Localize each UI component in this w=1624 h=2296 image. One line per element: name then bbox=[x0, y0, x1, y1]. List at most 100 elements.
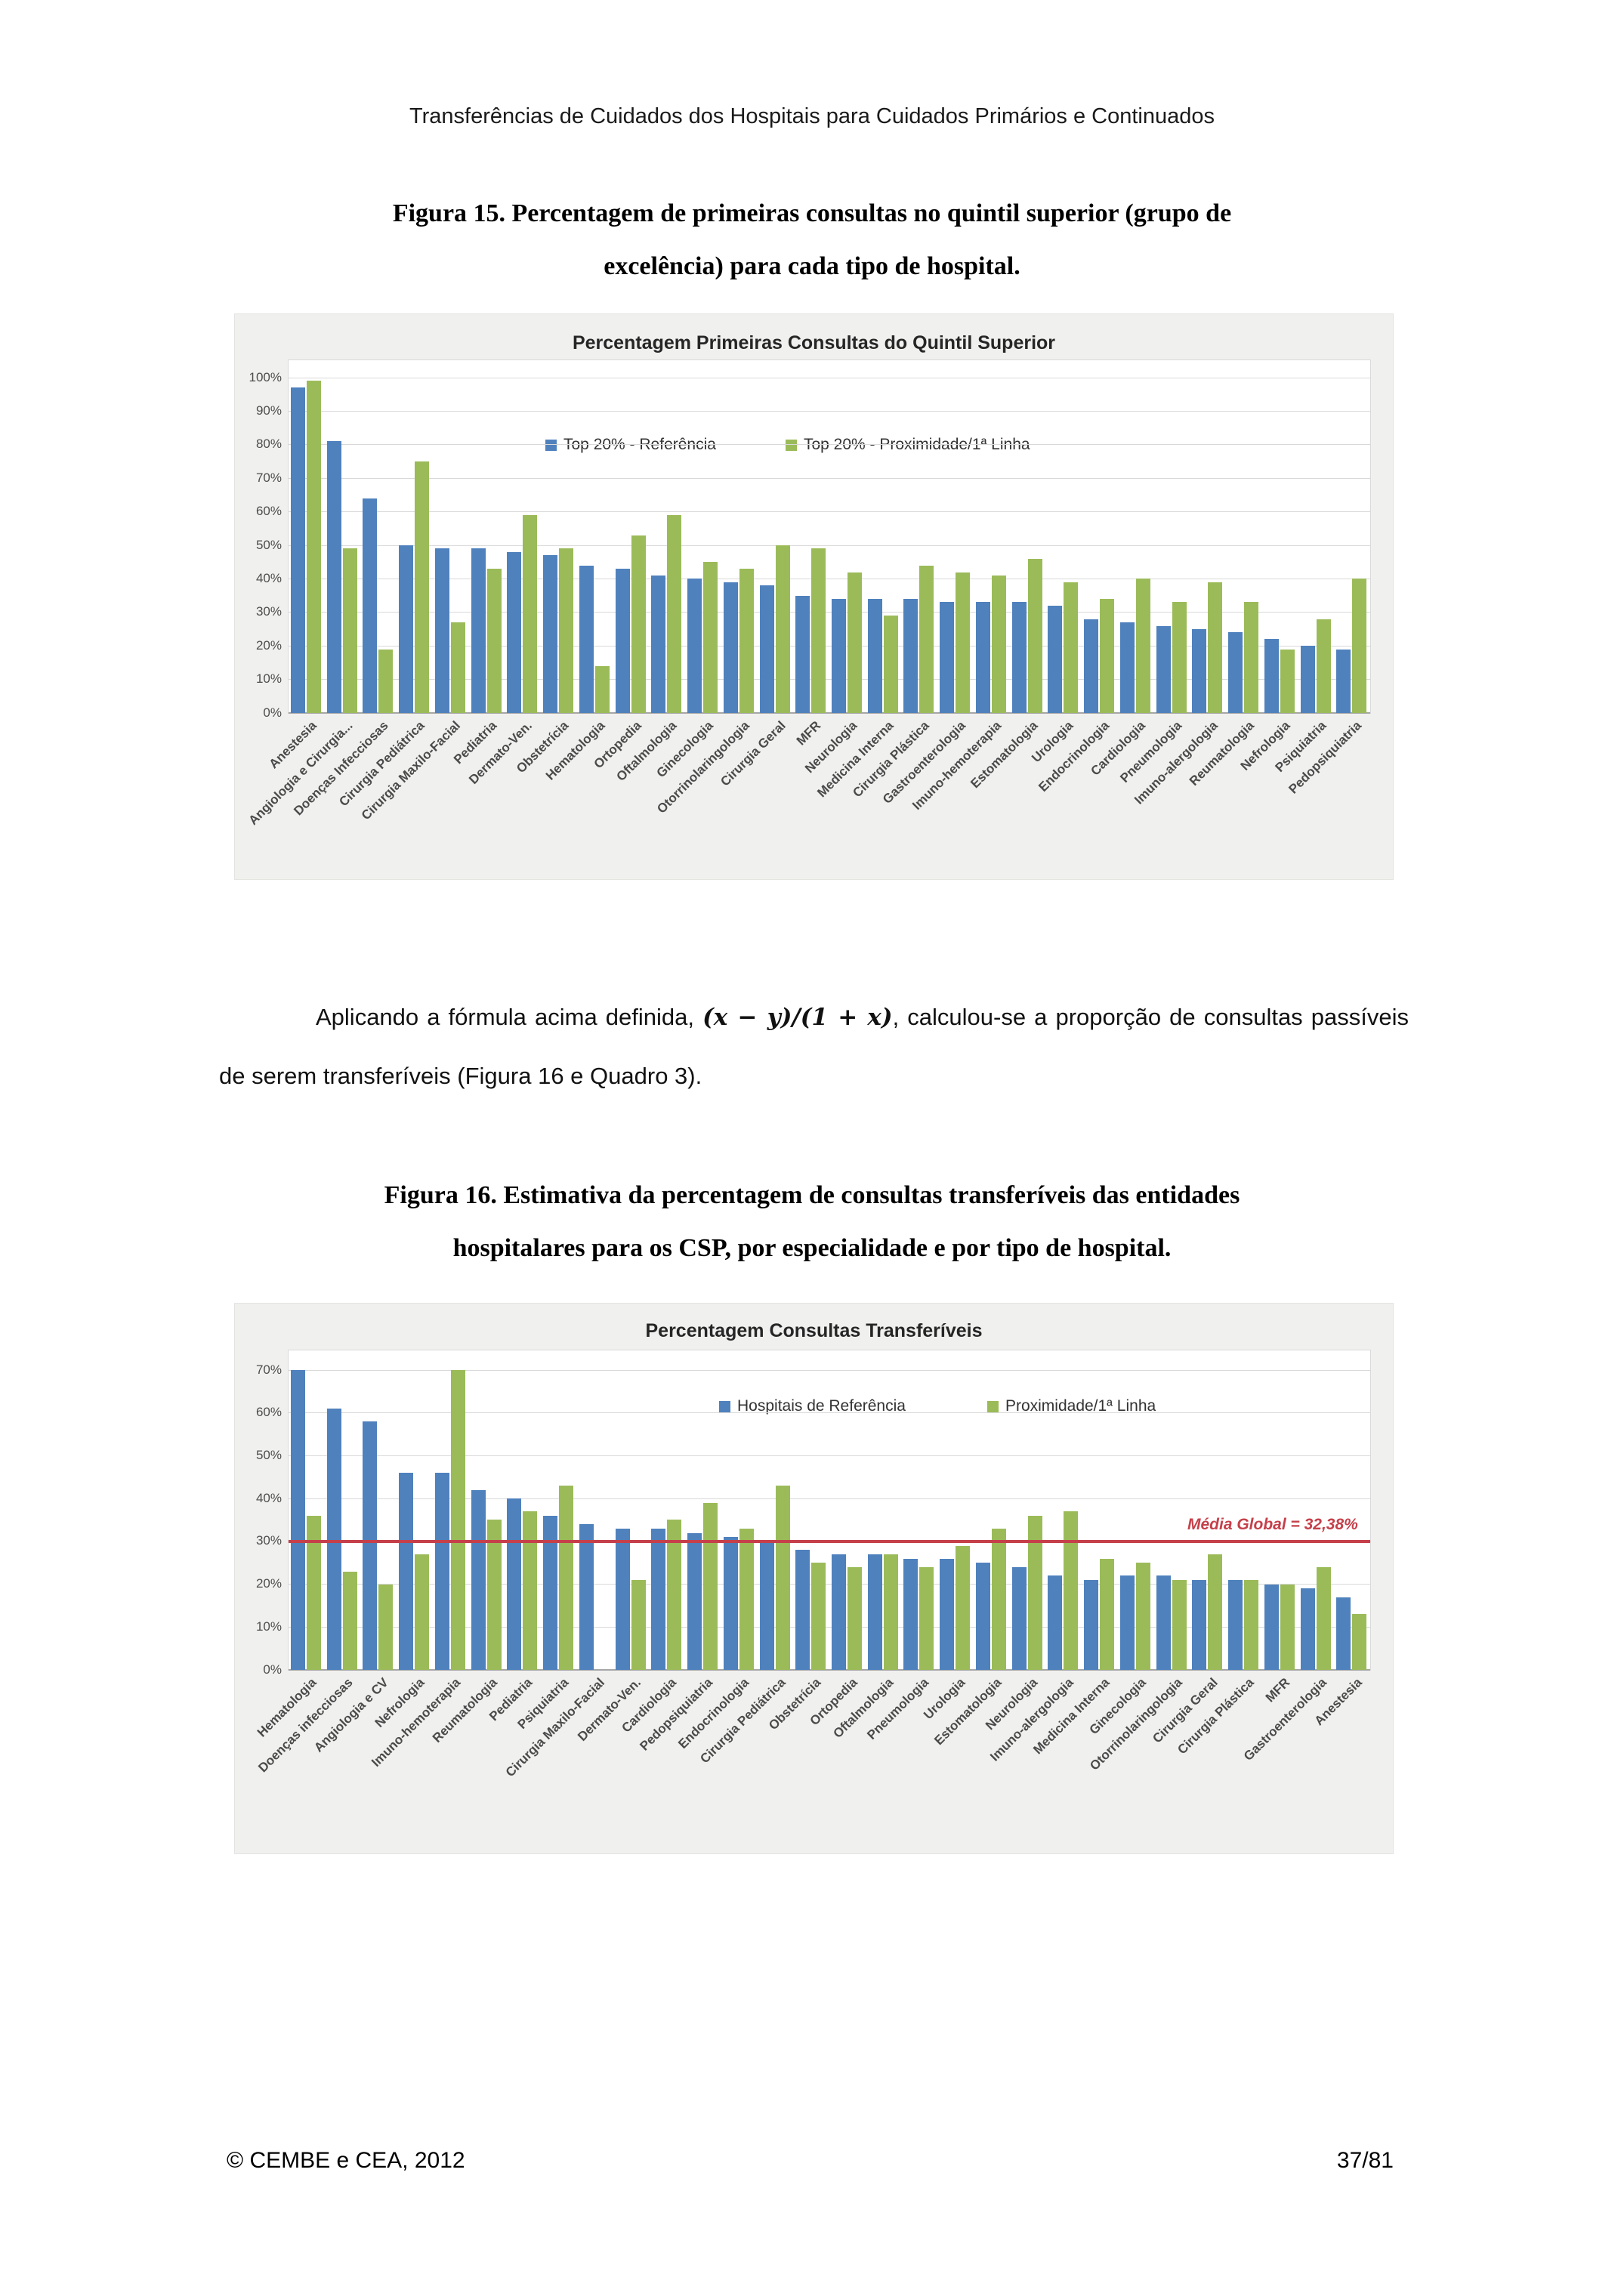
paragraph-text-before: Aplicando a fórmula acima definida, bbox=[316, 1004, 703, 1030]
y-axis-label: 0% bbox=[263, 1662, 282, 1677]
chart1-plot-area: Top 20% - Referência Top 20% - Proximida… bbox=[245, 360, 1371, 828]
bar-referencia bbox=[1228, 1580, 1243, 1670]
bar-referencia bbox=[1084, 1580, 1098, 1670]
bar-proximidade bbox=[848, 1567, 862, 1670]
bar-referencia bbox=[471, 1490, 486, 1670]
bar-proximidade bbox=[776, 1486, 790, 1670]
bar-referencia bbox=[1228, 632, 1243, 713]
bar-referencia bbox=[1264, 1585, 1279, 1670]
chart1-legend: Top 20% - Referência Top 20% - Proximida… bbox=[545, 436, 1030, 454]
bar-proximidade bbox=[1172, 602, 1187, 713]
bar-proximidade bbox=[776, 545, 790, 713]
bar-proximidade bbox=[523, 515, 537, 713]
bar-referencia bbox=[1336, 650, 1351, 713]
bar-proximidade bbox=[1244, 1580, 1258, 1670]
bar-proximidade bbox=[1280, 650, 1295, 713]
bar-referencia bbox=[1048, 606, 1062, 713]
formula: (x − y)/(1 + x) bbox=[702, 1004, 893, 1031]
bar-referencia bbox=[1336, 1597, 1351, 1670]
footer-page-number: 37/81 bbox=[1336, 2148, 1394, 2173]
y-axis-label: 90% bbox=[255, 403, 282, 418]
bar-referencia bbox=[1120, 622, 1135, 713]
y-axis-label: 50% bbox=[255, 1448, 282, 1462]
bar-referencia bbox=[1301, 646, 1315, 713]
bar-referencia bbox=[399, 1473, 413, 1670]
bar-proximidade bbox=[703, 562, 718, 713]
gridline bbox=[289, 612, 1370, 613]
media-global-line bbox=[289, 1540, 1370, 1543]
bar-proximidade bbox=[559, 1486, 573, 1670]
gridline bbox=[289, 646, 1370, 647]
y-axis-label: 70% bbox=[255, 471, 282, 485]
bar-proximidade bbox=[343, 548, 357, 713]
x-axis-line bbox=[289, 712, 1370, 714]
bar-referencia bbox=[687, 579, 702, 713]
chart2-legend-label-referencia: Hospitais de Referência bbox=[737, 1397, 906, 1415]
legend-swatch-green bbox=[785, 439, 797, 451]
bar-proximidade bbox=[1352, 1614, 1366, 1670]
legend-swatch-blue bbox=[719, 1400, 730, 1412]
y-axis-label: 80% bbox=[255, 437, 282, 451]
paragraph-text-after: , calculou-se a proporção de consultas p… bbox=[219, 1004, 1409, 1089]
x-axis-label: Cirurgia Geral bbox=[717, 718, 789, 789]
bar-proximidade bbox=[992, 576, 1006, 713]
bar-referencia bbox=[976, 602, 990, 713]
y-axis-label: 10% bbox=[255, 671, 282, 686]
chart2-plot-area: Hospitais de Referência Proximidade/1ª L… bbox=[255, 1350, 1371, 1779]
bar-referencia bbox=[724, 582, 738, 713]
chart2-legend-entry-referencia: Hospitais de Referência bbox=[719, 1397, 906, 1415]
bar-proximidade bbox=[667, 1520, 681, 1670]
figure16-title: Figura 16. Estimativa da percentagem de … bbox=[219, 1169, 1405, 1275]
bar-referencia bbox=[1264, 639, 1279, 713]
y-axis-label: 40% bbox=[255, 571, 282, 585]
figure15-title: Figura 15. Percentagem de primeiras cons… bbox=[219, 187, 1405, 293]
bar-proximidade bbox=[1317, 1567, 1331, 1670]
bar-referencia bbox=[507, 1498, 521, 1670]
bar-referencia bbox=[507, 552, 521, 713]
gridline bbox=[289, 411, 1370, 412]
chart1-legend-label-referencia: Top 20% - Referência bbox=[563, 436, 716, 453]
bar-proximidade bbox=[1172, 1580, 1187, 1670]
bar-referencia bbox=[651, 1529, 665, 1670]
bar-proximidade bbox=[739, 1529, 754, 1670]
bar-referencia bbox=[616, 569, 630, 713]
bar-proximidade bbox=[595, 666, 610, 713]
y-axis-label: 60% bbox=[255, 504, 282, 518]
bar-proximidade bbox=[1208, 1554, 1222, 1670]
bar-referencia bbox=[868, 1554, 882, 1670]
bar-referencia bbox=[903, 599, 918, 713]
bar-referencia bbox=[832, 1554, 846, 1670]
y-axis-label: 70% bbox=[255, 1362, 282, 1377]
body-paragraph: Aplicando a fórmula acima definida, (x −… bbox=[219, 988, 1409, 1105]
bar-proximidade bbox=[631, 535, 646, 713]
bar-proximidade bbox=[884, 1554, 898, 1670]
bar-referencia bbox=[976, 1563, 990, 1670]
bar-proximidade bbox=[848, 572, 862, 713]
bar-referencia bbox=[616, 1529, 630, 1670]
bar-referencia bbox=[363, 498, 377, 713]
bar-proximidade bbox=[884, 616, 898, 713]
bar-referencia bbox=[1084, 619, 1098, 713]
figure15-chart: Percentagem Primeiras Consultas do Quint… bbox=[234, 313, 1394, 880]
media-global-annotation: Média Global = 32,38% bbox=[1187, 1516, 1358, 1533]
bar-proximidade bbox=[378, 1585, 393, 1670]
figure15-title-line1: Figura 15. Percentagem de primeiras cons… bbox=[392, 199, 1232, 227]
bar-proximidade bbox=[1244, 602, 1258, 713]
bar-proximidade bbox=[1064, 1511, 1078, 1670]
chart1-legend-entry-referencia: Top 20% - Referência bbox=[545, 436, 716, 454]
bar-proximidade bbox=[1280, 1585, 1295, 1670]
bar-referencia bbox=[327, 441, 341, 713]
chart1-title: Percentagem Primeiras Consultas do Quint… bbox=[572, 332, 1056, 353]
bar-proximidade bbox=[451, 622, 465, 713]
bar-referencia bbox=[1048, 1575, 1062, 1670]
bar-proximidade bbox=[307, 1516, 321, 1670]
x-axis-line bbox=[289, 1669, 1370, 1671]
y-axis-label: 10% bbox=[255, 1619, 282, 1634]
y-axis-label: 30% bbox=[255, 604, 282, 619]
bar-proximidade bbox=[1028, 1516, 1042, 1670]
bar-referencia bbox=[903, 1559, 918, 1670]
y-axis-label: 20% bbox=[255, 638, 282, 653]
bar-proximidade bbox=[1136, 579, 1150, 713]
bar-referencia bbox=[399, 545, 413, 713]
gridline bbox=[289, 1584, 1370, 1585]
